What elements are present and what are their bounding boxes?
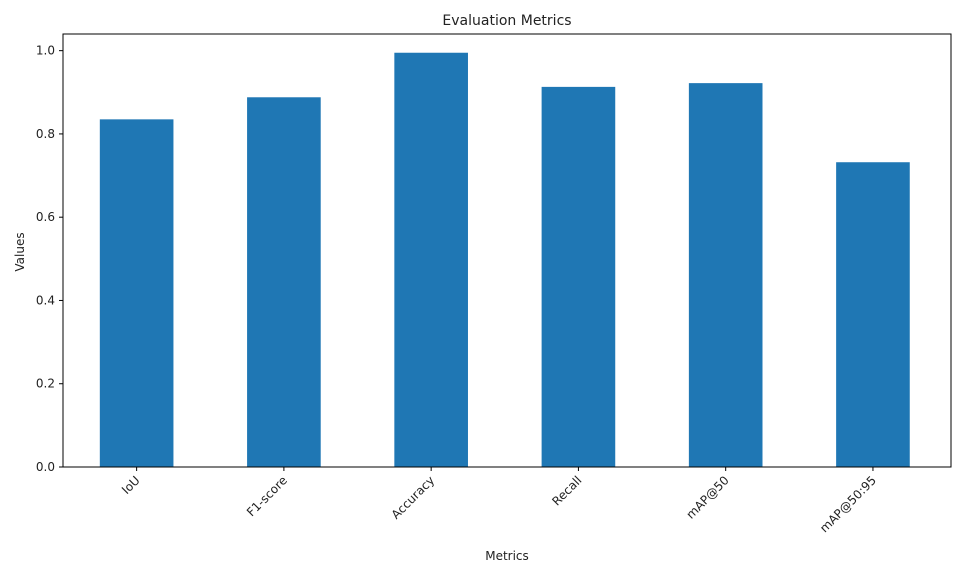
x-tick-label: F1-score [244, 473, 290, 519]
y-tick-label: 1.0 [36, 44, 55, 58]
y-tick-label: 0.0 [36, 460, 55, 474]
x-axis: IoU F1-score Accuracy Recall mAP@50 mAP@50:95 [119, 467, 879, 535]
bar-recall [541, 86, 616, 467]
x-tick-label: Recall [549, 473, 584, 508]
y-tick-label: 0.4 [36, 293, 55, 307]
bar-map-50-95 [836, 162, 910, 468]
y-tick-label: 0.6 [36, 210, 55, 224]
x-tick-label: mAP@50 [683, 473, 731, 521]
y-tick-label: 0.2 [36, 377, 55, 391]
y-tick-label: 0.8 [36, 127, 55, 141]
y-axis-label: Values [13, 232, 27, 271]
bar-accuracy [394, 52, 468, 468]
plot-frame [62, 33, 952, 468]
bar-iou [99, 119, 174, 467]
x-axis-label: Metrics [485, 549, 529, 563]
chart-title: Evaluation Metrics [442, 13, 571, 29]
bar-f1-score [247, 97, 321, 467]
x-tick-label: IoU [119, 473, 143, 497]
x-tick-label: mAP@50:95 [817, 473, 879, 535]
y-axis: 0.0 0.2 0.4 0.6 0.8 1.0 [36, 44, 63, 474]
x-tick-label: Accuracy [389, 473, 438, 522]
bar-map-50 [688, 83, 763, 467]
bars-layer [99, 52, 910, 468]
